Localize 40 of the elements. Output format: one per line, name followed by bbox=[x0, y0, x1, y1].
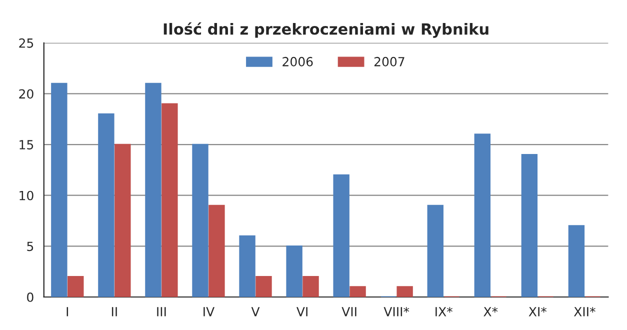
bar bbox=[239, 235, 256, 297]
bar bbox=[192, 144, 208, 297]
bar bbox=[68, 276, 84, 297]
bar bbox=[350, 286, 366, 297]
bar bbox=[162, 103, 178, 297]
y-tick-label: 5 bbox=[27, 242, 34, 252]
bar bbox=[114, 144, 131, 297]
x-tick-label: XI* bbox=[528, 306, 547, 316]
chart-title: Ilość dni z przekroczeniami w Rybniku bbox=[164, 22, 488, 38]
bar bbox=[568, 225, 585, 297]
bar bbox=[521, 154, 538, 297]
x-tick-label: V bbox=[251, 307, 260, 316]
y-tick-label: 20 bbox=[19, 89, 34, 99]
x-tick-label: XII* bbox=[574, 306, 596, 316]
y-tick-label: 25 bbox=[19, 38, 34, 48]
bar bbox=[98, 113, 114, 297]
legend-label: 2007 bbox=[374, 56, 404, 66]
bar bbox=[256, 276, 272, 297]
x-tick-label: VI bbox=[296, 307, 308, 316]
bar bbox=[145, 82, 162, 297]
bar bbox=[286, 245, 302, 297]
y-tick-label: 0 bbox=[27, 292, 34, 302]
bar bbox=[333, 174, 350, 297]
y-tick-label: 10 bbox=[20, 190, 34, 200]
x-tick-label: I bbox=[66, 307, 68, 316]
x-tick-label: VIII* bbox=[384, 306, 410, 316]
x-tick-label: VII bbox=[342, 307, 356, 316]
x-tick-label: II bbox=[112, 307, 117, 316]
bar bbox=[427, 204, 444, 297]
bar bbox=[474, 134, 490, 297]
bar bbox=[208, 204, 225, 297]
x-tick-label: IV bbox=[204, 307, 214, 316]
bar bbox=[396, 286, 413, 297]
x-tick-label: X* bbox=[484, 306, 498, 316]
y-tick-label: 15 bbox=[20, 140, 34, 150]
x-tick-label: IX* bbox=[436, 306, 452, 316]
bar bbox=[302, 276, 319, 297]
bar bbox=[51, 82, 68, 297]
legend-label: 2006 bbox=[282, 56, 313, 66]
x-tick-label: III bbox=[157, 307, 166, 316]
